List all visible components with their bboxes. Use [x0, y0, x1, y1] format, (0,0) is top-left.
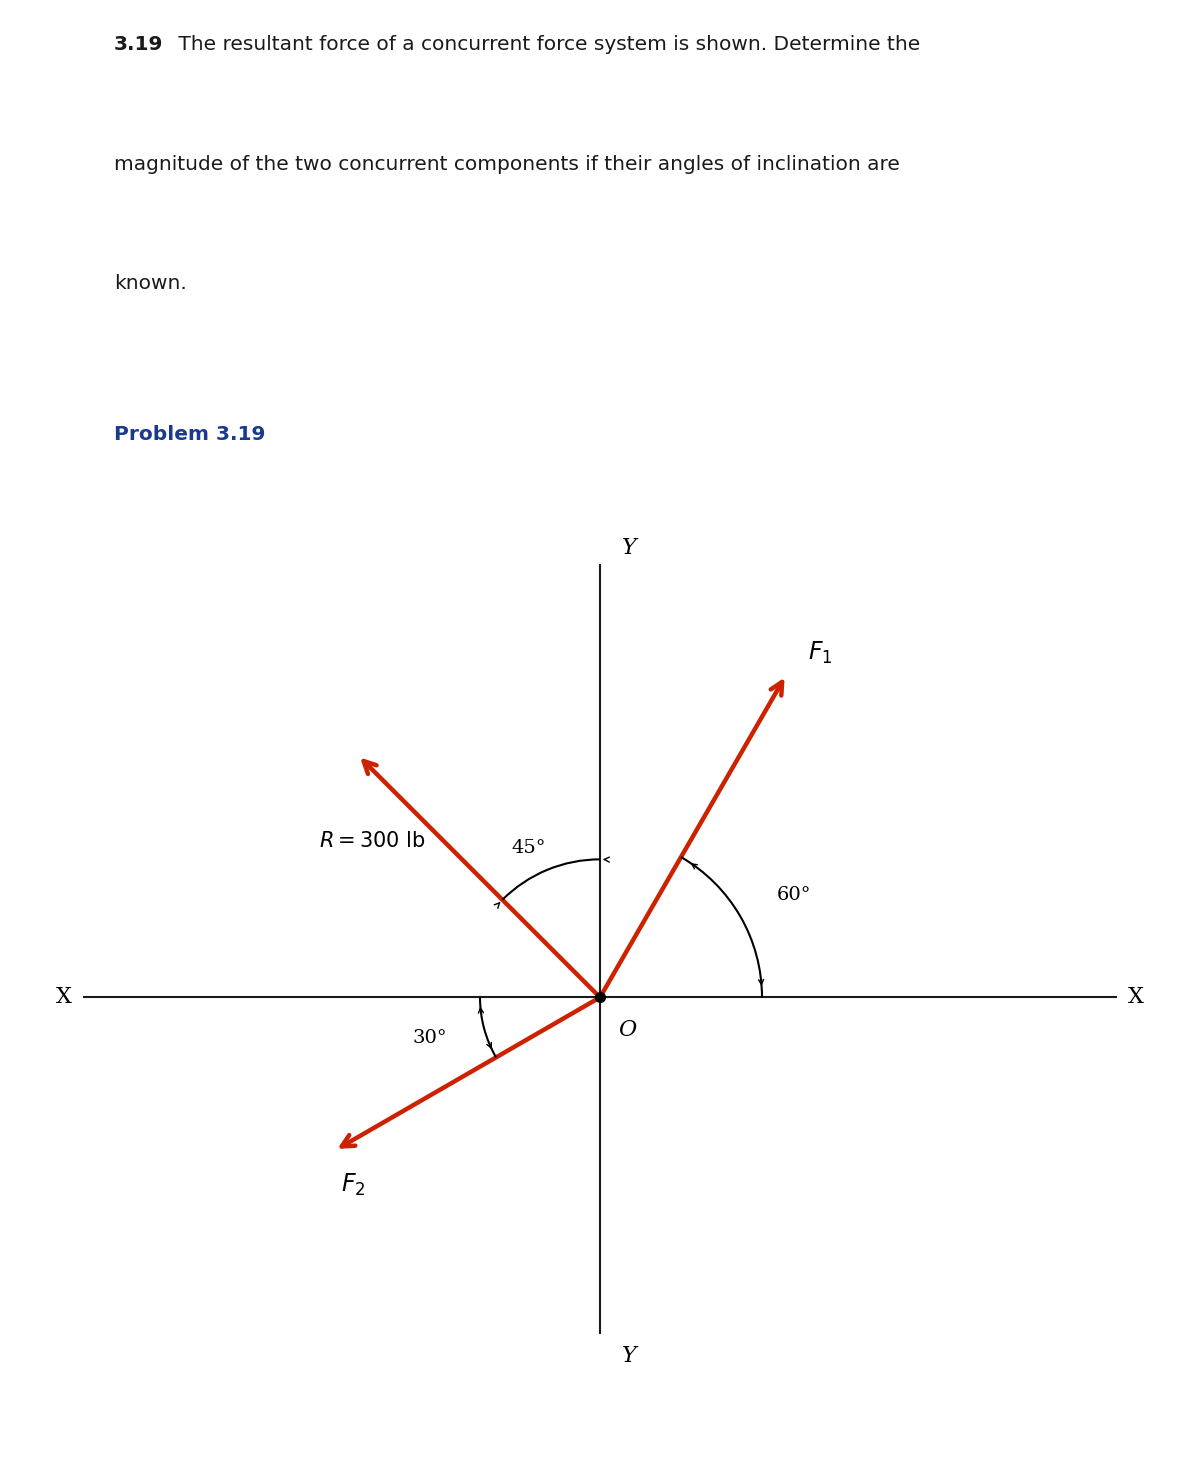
- Text: $R = 300\ \mathrm{lb}$: $R = 300\ \mathrm{lb}$: [319, 831, 425, 852]
- Text: 60°: 60°: [776, 886, 811, 905]
- Text: $F_2$: $F_2$: [341, 1172, 366, 1198]
- Text: magnitude of the two concurrent components if their angles of inclination are: magnitude of the two concurrent componen…: [114, 155, 900, 174]
- Text: 3.19: 3.19: [114, 35, 163, 55]
- Text: O: O: [618, 1019, 636, 1041]
- Text: X: X: [56, 986, 72, 1008]
- Text: Y: Y: [622, 1346, 636, 1368]
- Text: Problem 3.19: Problem 3.19: [114, 425, 265, 444]
- Text: Y: Y: [622, 538, 636, 559]
- Text: $F_1$: $F_1$: [808, 640, 832, 666]
- Text: 30°: 30°: [413, 1029, 446, 1048]
- Text: X: X: [1128, 986, 1144, 1008]
- Text: 45°: 45°: [511, 839, 546, 858]
- Text: The resultant force of a concurrent force system is shown. Determine the: The resultant force of a concurrent forc…: [172, 35, 920, 55]
- Text: known.: known.: [114, 274, 187, 293]
